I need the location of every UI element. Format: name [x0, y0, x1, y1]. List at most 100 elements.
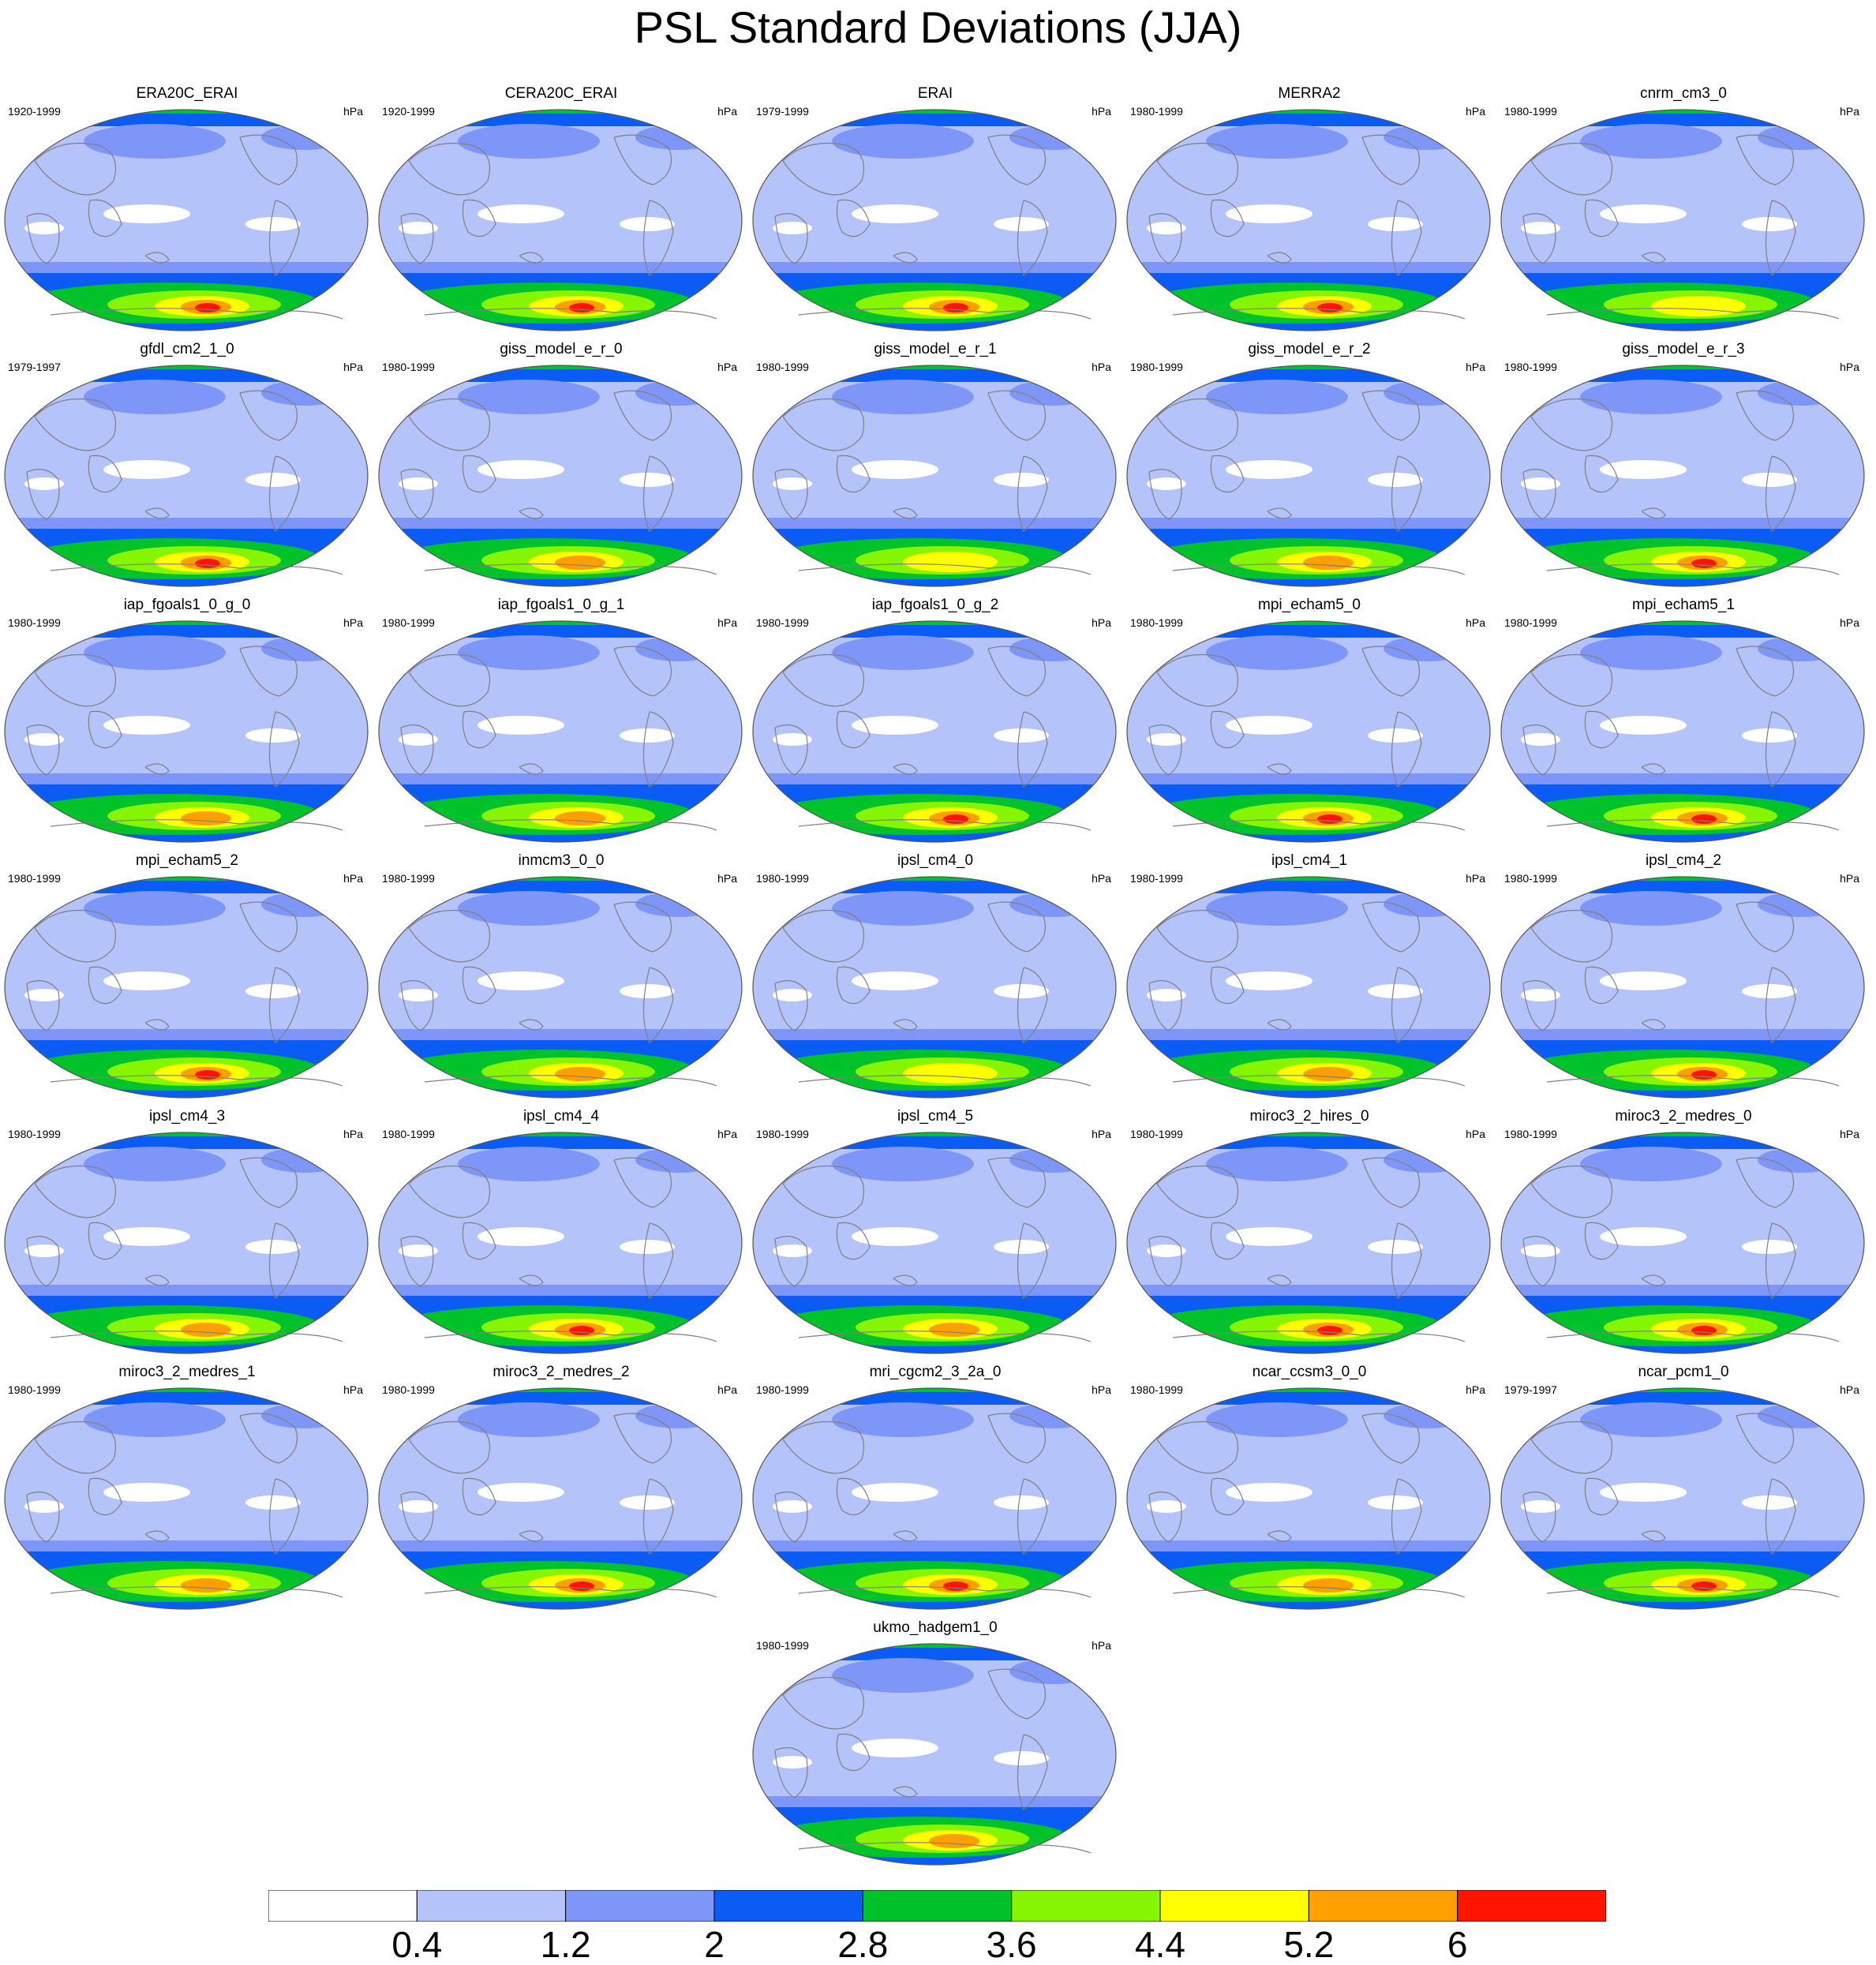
- coastline-outlines: [1522, 1413, 1840, 1598]
- coastline-outlines: [1522, 390, 1840, 575]
- colorbar-label: 4.4: [1135, 1924, 1185, 1965]
- coastline-outlines: [400, 901, 717, 1087]
- panel-period: 1980-1999: [382, 872, 435, 885]
- panel-title: ipsl_cm4_1: [1271, 852, 1348, 869]
- coastline-outlines: [26, 390, 343, 575]
- coastline-outlines: [1148, 1413, 1466, 1598]
- panel-units: hPa: [1092, 361, 1111, 373]
- panel-title: CERA20C_ERAI: [504, 85, 618, 102]
- panel-units: hPa: [1840, 1128, 1859, 1140]
- panel-units: hPa: [1092, 1128, 1111, 1140]
- robinson-map: [4, 876, 369, 1099]
- robinson-map: [4, 1132, 369, 1354]
- panel-period: 1980-1999: [756, 361, 809, 373]
- panel-units: hPa: [717, 1383, 737, 1396]
- map-panel: giss_model_e_r_1 1980-1999 hPa: [750, 341, 1121, 593]
- panel-title: ipsl_cm4_0: [897, 852, 974, 869]
- robinson-map: [378, 365, 743, 587]
- panel-period: 1979-1997: [8, 361, 61, 373]
- colorbar-bin: [268, 1890, 418, 1922]
- panel-period: 1979-1999: [756, 105, 809, 118]
- panel-units: hPa: [717, 616, 737, 629]
- robinson-map: [378, 1132, 743, 1354]
- robinson-map: [4, 620, 369, 843]
- robinson-map: [1126, 1387, 1491, 1610]
- panel-title: miroc3_2_medres_0: [1615, 1108, 1752, 1125]
- panel-units: hPa: [1840, 616, 1859, 629]
- panel-period: 1980-1999: [382, 616, 435, 629]
- robinson-map: [1126, 620, 1491, 843]
- coastline-outlines: [1148, 646, 1466, 831]
- robinson-map: [752, 1643, 1117, 1866]
- coastline-outlines: [26, 1157, 343, 1342]
- panel-units: hPa: [717, 1128, 737, 1140]
- colorbar-label: 2: [704, 1924, 725, 1965]
- coastline-outlines: [1148, 390, 1466, 575]
- map-panel: ERA20C_ERAI 1920-1999 hPa: [2, 85, 373, 338]
- coastline-outlines: [1522, 901, 1840, 1087]
- coastline-outlines: [400, 1413, 717, 1598]
- colorbar: [268, 1890, 1606, 1922]
- robinson-map: [378, 620, 743, 843]
- map-panel: MERRA2 1980-1999 hPa: [1124, 85, 1495, 338]
- panel-units: hPa: [1466, 105, 1485, 118]
- map-panel: CERA20C_ERAI 1920-1999 hPa: [376, 85, 747, 338]
- map-panel: ukmo_hadgem1_0 1980-1999 hPa: [750, 1619, 1121, 1872]
- map-panel: ipsl_cm4_3 1980-1999 hPa: [2, 1108, 373, 1361]
- panel-title: mri_cgcm2_3_2a_0: [869, 1364, 1002, 1380]
- panel-title: iap_fgoals1_0_g_1: [497, 597, 625, 613]
- map-panel: mpi_echam5_2 1980-1999 hPa: [2, 852, 373, 1105]
- panel-period: 1980-1999: [382, 361, 435, 373]
- panel-period: 1980-1999: [1130, 361, 1183, 373]
- coastline-outlines: [26, 646, 343, 831]
- panel-title: cnrm_cm3_0: [1640, 85, 1727, 102]
- coastline-outlines: [774, 646, 1092, 831]
- panel-title: ipsl_cm4_4: [522, 1108, 600, 1125]
- map-panel: mpi_echam5_0 1980-1999 hPa: [1124, 597, 1495, 849]
- panel-title: miroc3_2_medres_2: [492, 1364, 630, 1380]
- panel-period: 1980-1999: [1504, 361, 1557, 373]
- panel-period: 1980-1999: [1504, 1128, 1557, 1140]
- panel-units: hPa: [717, 872, 737, 885]
- colorbar-bin: [416, 1890, 567, 1922]
- robinson-map: [1500, 876, 1865, 1099]
- panel-units: hPa: [717, 105, 737, 118]
- robinson-map: [752, 1132, 1117, 1354]
- colorbar-bin: [565, 1890, 715, 1922]
- map-panel: mri_cgcm2_3_2a_0 1980-1999 hPa: [750, 1364, 1121, 1616]
- colorbar-label: 2.8: [837, 1924, 889, 1965]
- map-panel: giss_model_e_r_3 1980-1999 hPa: [1498, 341, 1869, 593]
- coastline-outlines: [26, 1413, 343, 1598]
- panel-period: 1980-1999: [382, 1128, 435, 1140]
- panel-title: ukmo_hadgem1_0: [873, 1619, 998, 1636]
- robinson-map: [1500, 365, 1865, 587]
- panel-title: ncar_pcm1_0: [1638, 1364, 1729, 1380]
- robinson-map: [378, 1387, 743, 1610]
- colorbar-labels: 0.4 1.2 2 2.8 3.6 4.4 5.2 6: [0, 1926, 1876, 1964]
- panel-period: 1979-1997: [1504, 1383, 1557, 1396]
- panel-period: 1980-1999: [756, 616, 809, 629]
- coastline-outlines: [400, 134, 717, 320]
- panel-period: 1980-1999: [1504, 105, 1557, 118]
- panel-period: 1980-1999: [8, 872, 61, 885]
- map-panel: giss_model_e_r_0 1980-1999 hPa: [376, 341, 747, 593]
- coastline-outlines: [774, 1413, 1092, 1598]
- panel-units: hPa: [1840, 105, 1859, 118]
- map-panel: gfdl_cm2_1_0 1979-1997 hPa: [2, 341, 373, 593]
- coastline-outlines: [400, 390, 717, 575]
- panel-title: miroc3_2_hires_0: [1249, 1108, 1369, 1125]
- colorbar-label: 1.2: [540, 1924, 591, 1965]
- map-panel: ncar_ccsm3_0_0 1980-1999 hPa: [1124, 1364, 1495, 1616]
- panel-period: 1980-1999: [382, 1383, 435, 1396]
- robinson-map: [752, 620, 1117, 843]
- robinson-map: [752, 1387, 1117, 1610]
- colorbar-label: 5.2: [1283, 1924, 1335, 1965]
- colorbar-label: 6: [1447, 1924, 1468, 1965]
- map-panel: cnrm_cm3_0 1980-1999 hPa: [1498, 85, 1869, 338]
- map-panel: ipsl_cm4_2 1980-1999 hPa: [1498, 852, 1869, 1105]
- robinson-map: [1126, 1132, 1491, 1354]
- robinson-map: [378, 876, 743, 1099]
- panel-period: 1980-1999: [1504, 616, 1557, 629]
- panel-title: mpi_echam5_0: [1258, 597, 1361, 613]
- panel-period: 1980-1999: [1130, 105, 1183, 118]
